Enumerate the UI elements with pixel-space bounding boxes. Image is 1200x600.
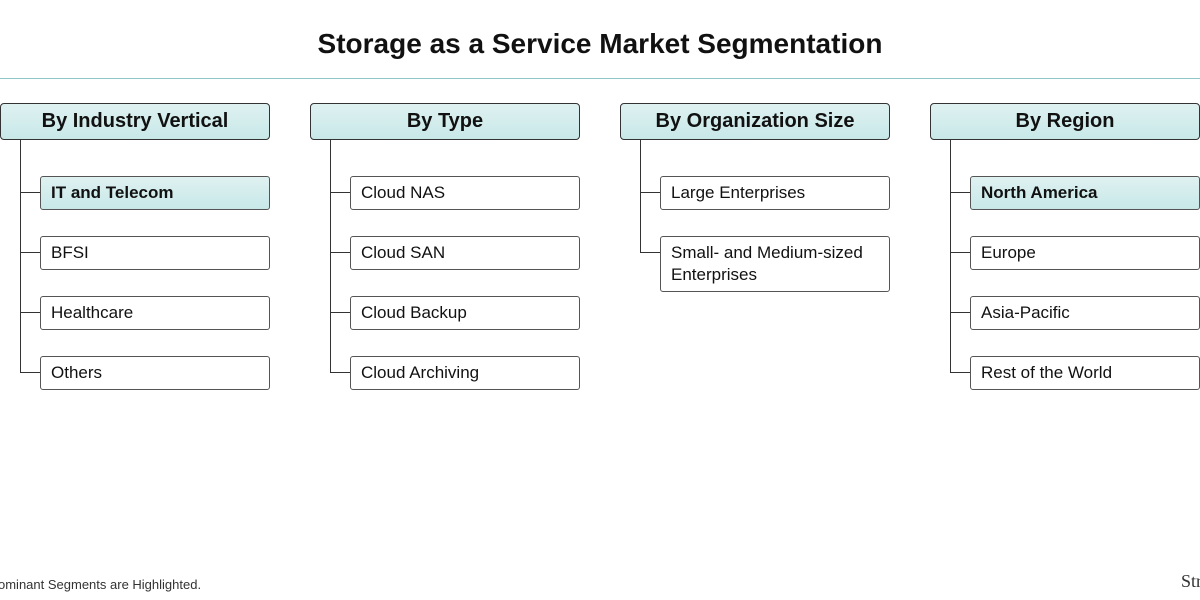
leaf-label: Cloud SAN <box>350 236 580 270</box>
column-region: By Region North America Europe Asia-Paci… <box>930 103 1200 416</box>
leaf-bfsi: BFSI <box>40 236 270 270</box>
leaf-it-telecom: IT and Telecom <box>40 176 270 210</box>
leaf-cloud-backup: Cloud Backup <box>350 296 580 330</box>
leaf-healthcare: Healthcare <box>40 296 270 330</box>
column-header: By Type <box>310 103 580 140</box>
column-organization-size: By Organization Size Large Enterprises S… <box>620 103 890 416</box>
leaf-label: Asia-Pacific <box>970 296 1200 330</box>
tree: Large Enterprises Small- and Medium-size… <box>620 176 890 292</box>
leaf-label: North America <box>970 176 1200 210</box>
leaf-rest-of-world: Rest of the World <box>970 356 1200 390</box>
leaf-others: Others <box>40 356 270 390</box>
segmentation-columns: By Industry Vertical IT and Telecom BFSI… <box>0 79 1200 416</box>
leaf-label: Large Enterprises <box>660 176 890 210</box>
leaf-label: Cloud Archiving <box>350 356 580 390</box>
leaf-cloud-nas: Cloud NAS <box>350 176 580 210</box>
leaf-label: IT and Telecom <box>40 176 270 210</box>
footnote-left: ominant Segments are Highlighted. <box>0 577 201 592</box>
leaf-sme: Small- and Medium-sized Enterprises <box>660 236 890 292</box>
tree: Cloud NAS Cloud SAN Cloud Backup Cloud A… <box>310 176 580 390</box>
leaf-label: Others <box>40 356 270 390</box>
leaf-label: Small- and Medium-sized Enterprises <box>660 236 890 292</box>
tree: North America Europe Asia-Pacific Rest o… <box>930 176 1200 390</box>
leaf-label: Cloud Backup <box>350 296 580 330</box>
footnote-right: Str <box>1181 571 1200 592</box>
leaf-cloud-san: Cloud SAN <box>350 236 580 270</box>
leaf-label: Cloud NAS <box>350 176 580 210</box>
leaf-large-enterprises: Large Enterprises <box>660 176 890 210</box>
tree: IT and Telecom BFSI Healthcare Others <box>0 176 270 390</box>
column-header: By Organization Size <box>620 103 890 140</box>
leaf-label: Europe <box>970 236 1200 270</box>
leaf-cloud-archiving: Cloud Archiving <box>350 356 580 390</box>
column-type: By Type Cloud NAS Cloud SAN Cloud Backup… <box>310 103 580 416</box>
leaf-label: BFSI <box>40 236 270 270</box>
leaf-asia-pacific: Asia-Pacific <box>970 296 1200 330</box>
leaf-label: Rest of the World <box>970 356 1200 390</box>
column-header: By Industry Vertical <box>0 103 270 140</box>
leaf-europe: Europe <box>970 236 1200 270</box>
page-title: Storage as a Service Market Segmentation <box>0 0 1200 78</box>
leaf-north-america: North America <box>970 176 1200 210</box>
column-header: By Region <box>930 103 1200 140</box>
column-industry-vertical: By Industry Vertical IT and Telecom BFSI… <box>0 103 270 416</box>
leaf-label: Healthcare <box>40 296 270 330</box>
